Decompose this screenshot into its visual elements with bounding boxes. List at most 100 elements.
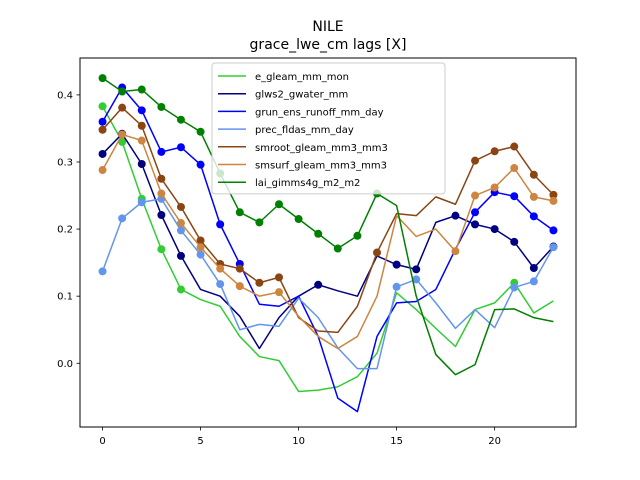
data-point: [451, 247, 460, 256]
data-point: [451, 211, 460, 220]
data-point: [157, 147, 166, 156]
x-tick-label: 5: [197, 436, 203, 447]
data-point: [412, 275, 421, 284]
data-point: [118, 103, 127, 112]
y-tick-label: 0.2: [57, 225, 73, 236]
legend-label: smroot_gleam_mm3_mm3: [255, 143, 388, 154]
data-point: [118, 130, 127, 139]
data-point: [529, 277, 538, 286]
data-point: [98, 74, 107, 83]
data-point: [98, 125, 107, 134]
x-tick-label: 10: [292, 436, 305, 447]
data-point: [529, 192, 538, 201]
data-point: [216, 264, 225, 273]
data-point: [137, 121, 146, 130]
data-point: [196, 236, 205, 245]
data-point: [176, 202, 185, 211]
chart-subtitle: grace_lwe_cm lags [X]: [250, 37, 407, 53]
legend-label: e_gleam_mm_mon: [255, 72, 349, 83]
data-point: [255, 278, 264, 287]
data-point: [176, 285, 185, 294]
data-point: [274, 273, 283, 282]
y-tick-label: 0.4: [57, 90, 73, 101]
legend-label: lai_gimms4g_m2_m2: [255, 178, 360, 189]
data-point: [471, 156, 480, 165]
data-point: [353, 231, 362, 240]
data-point: [157, 210, 166, 219]
series-smroot_gleam_mm3_mm3: [98, 103, 558, 334]
data-point: [137, 106, 146, 115]
data-point: [490, 225, 499, 234]
data-point: [392, 282, 401, 291]
data-point: [118, 214, 127, 223]
x-tick-label: 20: [488, 436, 501, 447]
legend-label: prec_fldas_mm_day: [255, 125, 354, 136]
y-tick-label: 0.1: [57, 292, 73, 303]
plot-area: [98, 74, 558, 413]
legend-label: glws2_gwater_mm: [255, 90, 348, 101]
data-point: [157, 174, 166, 183]
data-point: [510, 237, 519, 246]
series-smsurf_gleam_mm3_mm3: [98, 130, 558, 350]
data-point: [314, 229, 323, 238]
data-point: [216, 220, 225, 229]
data-point: [471, 191, 480, 200]
x-tick-label: 15: [390, 436, 403, 447]
data-point: [137, 136, 146, 145]
data-point: [392, 260, 401, 269]
data-point: [373, 248, 382, 257]
data-point: [235, 264, 244, 273]
axes: 0 5 10 15 20 0.0 0.1 0.2 0.3 0.4: [57, 90, 501, 447]
legend: e_gleam_mm_mon glws2_gwater_mm grun_ens_ru…: [211, 62, 446, 195]
data-point: [137, 85, 146, 94]
data-point: [549, 196, 558, 205]
x-tick-label: 0: [99, 436, 105, 447]
data-point: [157, 102, 166, 111]
y-tick-label: 0.3: [57, 157, 73, 168]
data-point: [255, 218, 264, 227]
data-point: [529, 212, 538, 221]
data-point: [118, 87, 127, 96]
data-point: [196, 243, 205, 252]
data-point: [471, 220, 480, 229]
data-point: [274, 200, 283, 209]
axes-frame: [79, 57, 577, 428]
data-point: [549, 190, 558, 199]
data-point: [549, 243, 558, 252]
data-point: [176, 115, 185, 124]
data-point: [137, 198, 146, 207]
series-grun_ens_runoff_mm_day: [98, 83, 558, 413]
legend-label: grun_ens_runoff_mm_day: [255, 107, 384, 118]
data-point: [412, 265, 421, 274]
data-point: [510, 192, 519, 201]
data-point: [235, 282, 244, 291]
legend-box: [211, 62, 446, 195]
data-point: [157, 245, 166, 254]
chart-title: NILE: [312, 19, 343, 35]
data-point: [118, 137, 127, 146]
y-tick-label: 0.0: [57, 359, 73, 370]
legend-label: smsurf_gleam_mm3_mm3: [255, 161, 387, 172]
data-point: [157, 189, 166, 198]
data-point: [176, 143, 185, 152]
data-point: [196, 127, 205, 136]
data-point: [510, 142, 519, 151]
data-point: [549, 226, 558, 235]
data-point: [314, 280, 323, 289]
data-point: [98, 267, 107, 276]
data-point: [176, 226, 185, 235]
data-point: [176, 251, 185, 260]
data-point: [490, 183, 499, 192]
data-point: [529, 263, 538, 272]
data-point: [471, 208, 480, 217]
data-point: [196, 250, 205, 259]
data-point: [98, 117, 107, 126]
series-line: [101, 105, 554, 393]
data-point: [274, 288, 283, 297]
data-point: [235, 208, 244, 217]
data-point: [196, 160, 205, 169]
data-point: [510, 164, 519, 173]
data-point: [176, 219, 185, 228]
data-point: [510, 283, 519, 292]
